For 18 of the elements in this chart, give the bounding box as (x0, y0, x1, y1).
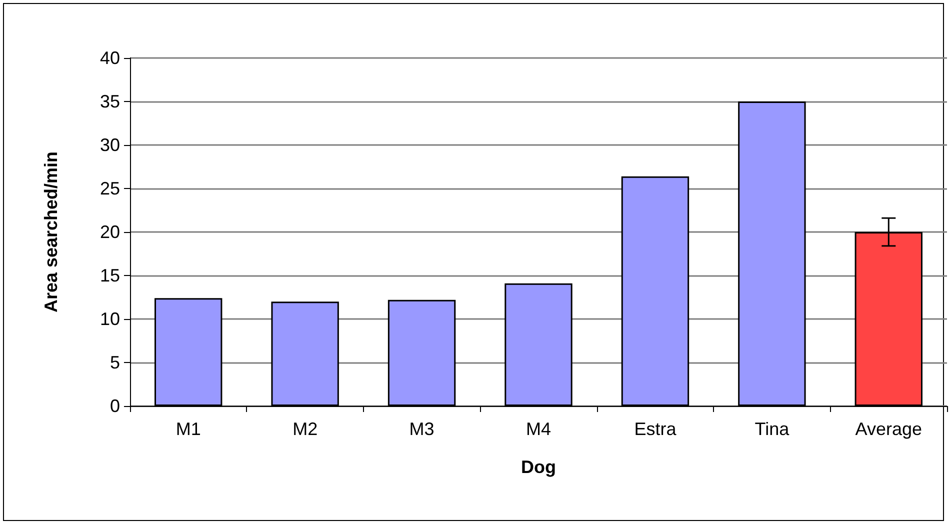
y-tick-label: 5 (110, 352, 120, 372)
x-tick-label: M1 (176, 419, 201, 439)
y-tick-label: 30 (100, 135, 120, 155)
y-tick-label: 40 (100, 48, 120, 68)
y-axis-title: Area searched/min (41, 151, 61, 313)
x-tick-label: M3 (409, 419, 434, 439)
x-tick-label: Tina (754, 419, 790, 439)
x-axis-title: Dog (521, 457, 556, 477)
y-tick-label: 10 (100, 309, 120, 329)
y-tick-label: 35 (100, 92, 120, 112)
x-tick-label: M2 (292, 419, 318, 439)
x-tick-label: M4 (526, 419, 552, 439)
x-tick-label: Average (855, 419, 922, 439)
y-tick-label: 15 (100, 266, 120, 286)
x-tick-label: Estra (634, 419, 678, 439)
y-tick-label: 0 (110, 396, 120, 416)
y-tick-label: 20 (100, 222, 120, 242)
y-tick-label: 25 (100, 178, 120, 198)
